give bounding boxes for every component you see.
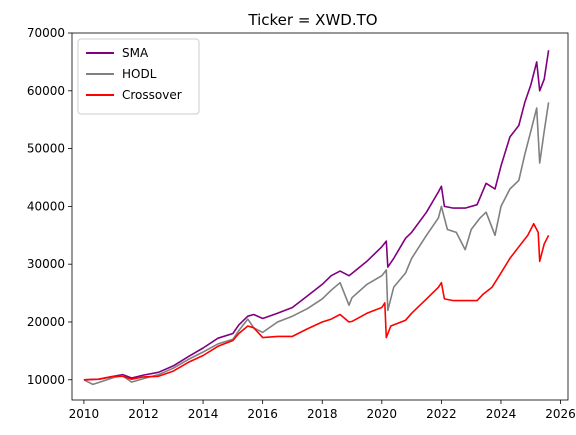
legend-label: SMA [122,46,149,60]
axes: 2010 2012 2014 2016 2018 2020 2022 2024 2026 1000… [27,26,576,421]
y-tick-label: 60000 [27,84,65,98]
y-tick-label: 50000 [27,142,65,156]
chart-title: Ticker = XWD.TO [247,11,377,29]
series-line-crossover [83,222,550,381]
y-tick-label: 10000 [27,373,65,387]
legend-label: Crossover [122,88,182,102]
x-tick-label: 2018 [307,407,338,421]
plot-area [83,50,550,386]
series-line-sma [83,50,550,381]
y-tick-label: 30000 [27,257,65,271]
series-group [83,50,550,386]
x-tick-label: 2016 [247,407,278,421]
y-tick-label: 70000 [27,26,65,40]
x-tick-label: 2020 [367,407,398,421]
x-tick-label: 2012 [128,407,159,421]
y-tick-label: 40000 [27,199,65,213]
series-line-hodl [83,102,550,386]
y-tick-label: 20000 [27,315,65,329]
x-tick-label: 2024 [486,407,517,421]
axes-frame [71,32,569,401]
x-tick-label: 2014 [188,407,219,421]
legend: SMA HODL Crossover [77,38,200,115]
x-tick-label: 2022 [426,407,457,421]
legend-label: HODL [122,67,157,81]
x-tick-label: 2026 [545,407,576,421]
x-tick-label: 2010 [69,407,100,421]
